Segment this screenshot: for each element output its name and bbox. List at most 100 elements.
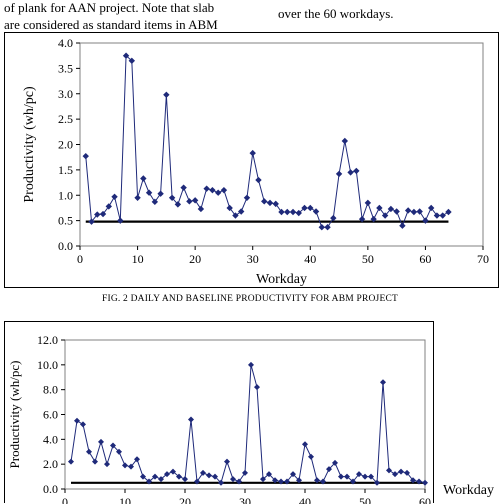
chart-1-frame: 0.0 0.5 1.0 1.5 2.0 2.5 3.0 3.5 4.0 0 10 20 30 40 50 60… xyxy=(4,32,499,288)
chart-1-data-point xyxy=(266,199,274,207)
chart-1-data-point xyxy=(145,189,153,196)
chart-1-data-point xyxy=(439,212,446,219)
chart-2-data-point xyxy=(242,469,248,476)
chart-1-y-tick-label: 3.5 xyxy=(58,61,73,75)
chart-1-data-point xyxy=(99,210,107,218)
chart-2-data-point xyxy=(350,478,356,485)
chart-2-data-point xyxy=(212,473,218,480)
chart-2-data-point xyxy=(368,473,374,480)
chart-2-data-point xyxy=(272,477,278,484)
chart-2-data-point xyxy=(332,459,338,466)
figure-caption: FIG. 2 DAILY AND BASELINE PRODUCTIVITY F… xyxy=(101,294,398,304)
chart-2-data-point xyxy=(68,458,74,465)
chart-2-x-tick-label: 20 xyxy=(179,495,191,504)
chart-1-data-point xyxy=(399,222,406,229)
chart-2-data-point xyxy=(254,384,260,391)
chart-1-data-point xyxy=(370,215,377,223)
chart-2-data-point xyxy=(110,442,116,449)
chart-1-x-tick-label: 50 xyxy=(362,252,374,266)
chart-1-series-line xyxy=(85,54,449,228)
chart-1-data-point xyxy=(318,224,325,231)
chart-2-data-point xyxy=(176,473,182,480)
chart-1-data-point xyxy=(381,212,389,219)
chart-1-data-point xyxy=(278,208,285,216)
chart-2-data-point xyxy=(86,448,92,455)
chart-1-y-axis-title: Productivity (wh/pc) xyxy=(22,86,37,203)
chart-1-data-point xyxy=(410,208,418,216)
chart-2-data-point xyxy=(74,417,80,424)
chart-1-data-point xyxy=(347,169,354,176)
chart-1-data-point xyxy=(140,175,147,182)
chart-2-data-point xyxy=(416,478,422,485)
chart-1-data-point xyxy=(203,185,210,192)
chart-1-data-point xyxy=(353,167,360,175)
chart-2-data-point xyxy=(326,466,332,473)
chart-1-data-point xyxy=(238,208,245,215)
chart-1-data-point xyxy=(295,209,302,217)
chart-2-x-tick-label: 40 xyxy=(299,495,311,504)
context-text-right: over the 60 workdays. xyxy=(278,6,394,21)
chart-1-data-point xyxy=(261,198,268,205)
chart-1-data-point xyxy=(404,207,412,214)
chart-1-x-tick-label: 70 xyxy=(477,252,489,266)
chart-1-y-tick-label: 1.0 xyxy=(58,188,73,202)
chart-1-data-point xyxy=(335,170,343,178)
chart-2-data-point xyxy=(158,476,164,483)
chart-2-data-point xyxy=(314,477,320,484)
chart-2-data-point xyxy=(206,472,212,479)
chart-2-y-axis-title: Productivity (wh/pc) xyxy=(7,361,22,469)
chart-2-data-point xyxy=(92,458,98,465)
chart-2-data-point xyxy=(392,471,398,478)
chart-1-data-point xyxy=(422,217,429,224)
chart-1-data-point xyxy=(117,217,124,224)
chart-1-data-point xyxy=(128,57,136,64)
chart-1-data-point xyxy=(232,212,239,219)
chart-2-y-tick-label: 2.0 xyxy=(43,457,58,471)
chart-1-x-axis-title: Workday xyxy=(256,272,307,287)
chart-2-data-point xyxy=(260,476,266,483)
chart-1-x-tick-label: 60 xyxy=(419,252,431,266)
chart-1-data-point xyxy=(341,137,349,145)
chart-2-data-point xyxy=(290,471,296,478)
chart-2-data-point xyxy=(338,473,344,480)
chart-1-y-tick-label: 4.0 xyxy=(58,36,73,50)
chart-2-y-tick-label: 8.0 xyxy=(43,383,58,397)
chart-2-data-point xyxy=(122,462,128,469)
chart-1-data-point xyxy=(255,176,262,184)
chart-1-data-point xyxy=(387,205,395,213)
chart-2-data-point xyxy=(170,468,176,475)
chart-1-data-point xyxy=(168,194,176,201)
chart-2-data-point xyxy=(116,448,122,455)
chart-1-data-point xyxy=(186,198,193,205)
chart-1-data-point xyxy=(88,218,95,225)
chart-2-data-point xyxy=(236,478,242,485)
chart-1-data-point xyxy=(163,91,170,98)
chart-2-data-point xyxy=(140,473,146,480)
chart-2-data-point xyxy=(128,463,134,470)
chart-2-x-tick-label: 50 xyxy=(359,495,371,504)
chart-1-data-point xyxy=(330,214,337,222)
chart-1-y-tick-label: 2.0 xyxy=(58,138,73,152)
chart-2-data-point xyxy=(200,469,206,476)
chart-2-data-point xyxy=(374,479,380,486)
chart-1-data-point xyxy=(416,208,423,215)
chart-1-y-tick-label: 0.0 xyxy=(58,239,73,253)
chart-1-data-point xyxy=(226,204,233,212)
chart-1-data-point xyxy=(358,215,366,223)
chart-2-data-point xyxy=(218,479,224,486)
chart-1-y-tick-label: 0.5 xyxy=(58,214,73,228)
chart-1-data-point xyxy=(122,52,130,59)
chart-1-data-point xyxy=(243,194,251,201)
chart-2-data-point xyxy=(146,478,152,485)
chart-2-data-point xyxy=(266,471,272,478)
chart-2-data-point xyxy=(134,456,140,463)
chart-2-data-point xyxy=(398,468,404,475)
chart-1-data-point xyxy=(445,208,452,216)
chart-2-data-point xyxy=(344,473,350,480)
chart-1-data-point xyxy=(157,190,164,197)
chart-1-data-point xyxy=(174,201,182,208)
chart-2-data-point xyxy=(386,467,392,474)
chart-1-x-tick-label: 20 xyxy=(189,252,201,266)
chart-1-data-point xyxy=(111,193,118,200)
chart-2-x-tick-label: 30 xyxy=(239,495,251,504)
